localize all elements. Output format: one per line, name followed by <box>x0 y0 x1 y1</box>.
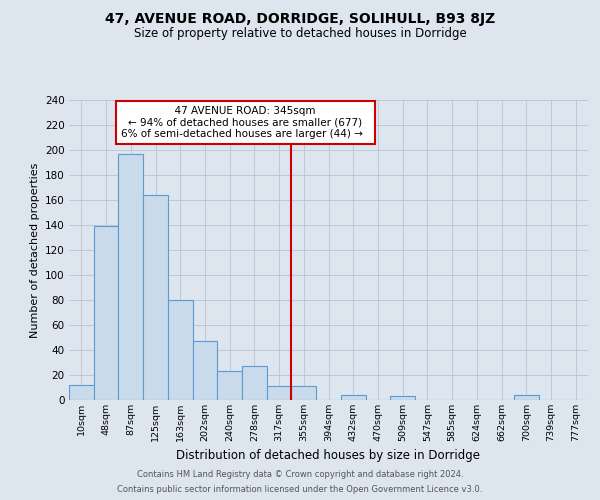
Bar <box>193 341 217 400</box>
Bar <box>292 386 316 400</box>
Text: 47 AVENUE ROAD: 345sqm  
← 94% of detached houses are smaller (677)
6% of semi-d: 47 AVENUE ROAD: 345sqm ← 94% of detached… <box>121 106 370 139</box>
Bar <box>217 371 242 400</box>
Text: Size of property relative to detached houses in Dorridge: Size of property relative to detached ho… <box>134 28 466 40</box>
X-axis label: Distribution of detached houses by size in Dorridge: Distribution of detached houses by size … <box>176 450 481 462</box>
Text: 47, AVENUE ROAD, DORRIDGE, SOLIHULL, B93 8JZ: 47, AVENUE ROAD, DORRIDGE, SOLIHULL, B93… <box>105 12 495 26</box>
Bar <box>94 226 118 400</box>
Bar <box>267 386 292 400</box>
Bar <box>118 154 143 400</box>
Bar <box>514 395 539 400</box>
Bar <box>143 195 168 400</box>
Bar <box>168 300 193 400</box>
Text: Contains public sector information licensed under the Open Government Licence v3: Contains public sector information licen… <box>118 485 482 494</box>
Bar <box>242 366 267 400</box>
Bar <box>341 395 365 400</box>
Text: Contains HM Land Registry data © Crown copyright and database right 2024.: Contains HM Land Registry data © Crown c… <box>137 470 463 479</box>
Bar <box>69 385 94 400</box>
Y-axis label: Number of detached properties: Number of detached properties <box>29 162 40 338</box>
Bar <box>390 396 415 400</box>
